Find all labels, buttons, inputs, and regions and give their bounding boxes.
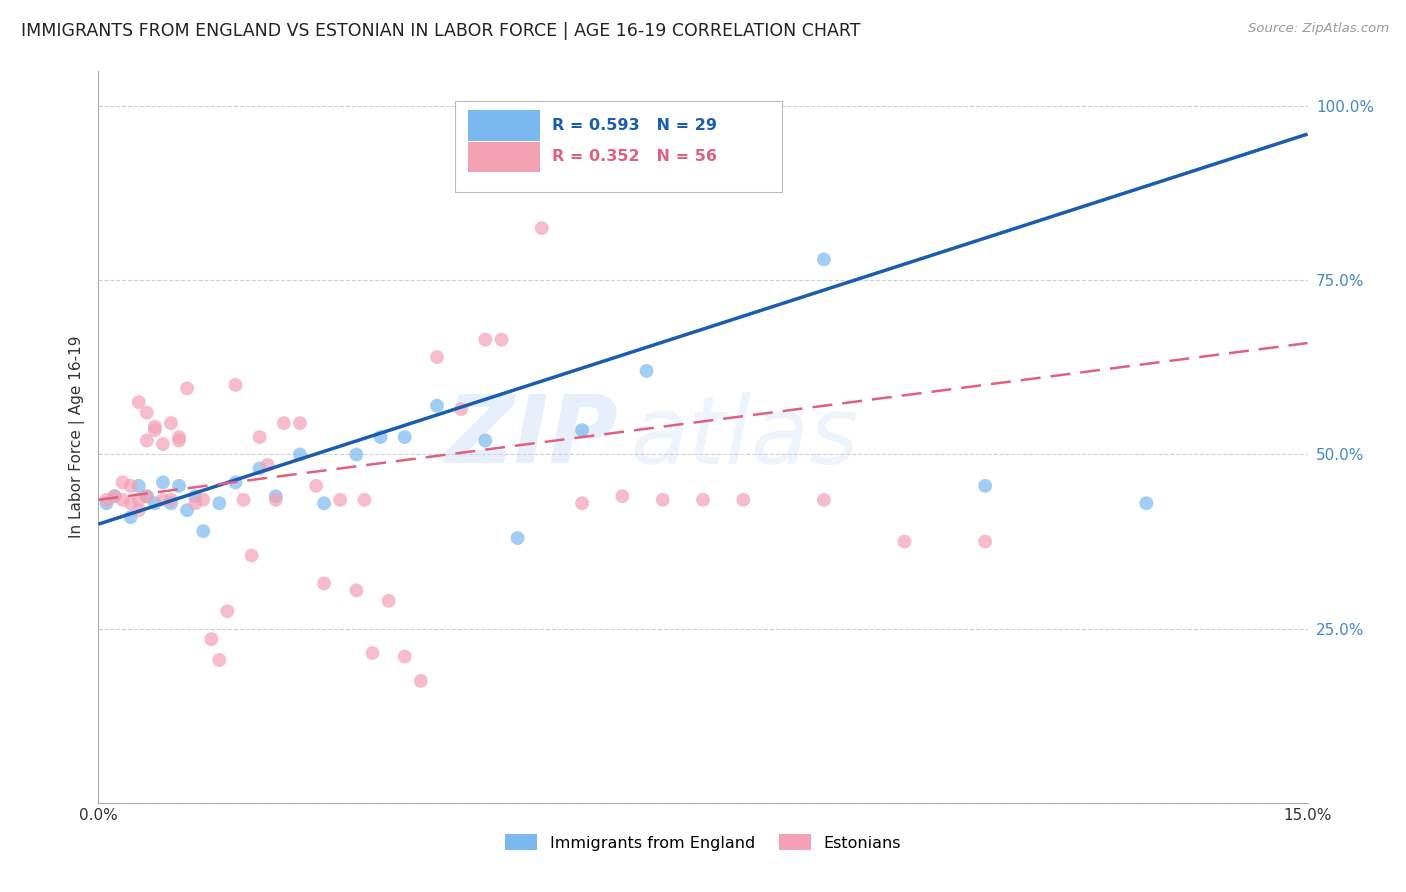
Point	[176, 381, 198, 395]
Point	[506, 531, 529, 545]
Point	[135, 489, 157, 503]
Text: R = 0.593   N = 29: R = 0.593 N = 29	[551, 118, 717, 133]
Point	[120, 496, 142, 510]
Point	[409, 673, 432, 688]
Point	[426, 399, 449, 413]
Point	[530, 221, 553, 235]
Point	[256, 458, 278, 472]
Point	[96, 496, 118, 510]
Point	[636, 364, 658, 378]
Y-axis label: In Labor Force | Age 16-19: In Labor Force | Age 16-19	[69, 335, 86, 539]
Point	[426, 350, 449, 364]
FancyBboxPatch shape	[456, 101, 782, 192]
Point	[96, 492, 118, 507]
Point	[264, 489, 287, 503]
Point	[208, 496, 231, 510]
Point	[128, 395, 150, 409]
Point	[813, 492, 835, 507]
Text: atlas: atlas	[630, 392, 859, 483]
Point	[249, 461, 271, 475]
Point	[273, 416, 295, 430]
Point	[893, 534, 915, 549]
Point	[184, 496, 207, 510]
Point	[394, 649, 416, 664]
Point	[571, 423, 593, 437]
Point	[193, 492, 215, 507]
Point	[344, 448, 367, 462]
Point	[152, 437, 174, 451]
Point	[224, 475, 246, 490]
Point	[184, 489, 207, 503]
Point	[314, 576, 336, 591]
Point	[491, 333, 513, 347]
Point	[813, 252, 835, 267]
Point	[128, 479, 150, 493]
Point	[692, 492, 714, 507]
Text: R = 0.352   N = 56: R = 0.352 N = 56	[551, 150, 717, 164]
Point	[240, 549, 263, 563]
Point	[128, 492, 150, 507]
Point	[474, 434, 496, 448]
Point	[135, 489, 157, 503]
Text: IMMIGRANTS FROM ENGLAND VS ESTONIAN IN LABOR FORCE | AGE 16-19 CORRELATION CHART: IMMIGRANTS FROM ENGLAND VS ESTONIAN IN L…	[21, 22, 860, 40]
Point	[353, 492, 375, 507]
Point	[167, 434, 190, 448]
Point	[128, 503, 150, 517]
Point	[974, 479, 997, 493]
Point	[361, 646, 384, 660]
Point	[264, 492, 287, 507]
Point	[200, 632, 222, 646]
Point	[612, 489, 634, 503]
Point	[344, 583, 367, 598]
Point	[160, 496, 183, 510]
Text: Source: ZipAtlas.com: Source: ZipAtlas.com	[1249, 22, 1389, 36]
Point	[143, 496, 166, 510]
Text: ZIP: ZIP	[446, 391, 619, 483]
Point	[152, 475, 174, 490]
Point	[450, 402, 472, 417]
Point	[120, 479, 142, 493]
Point	[143, 419, 166, 434]
Point	[111, 475, 134, 490]
Point	[474, 333, 496, 347]
Point	[152, 492, 174, 507]
Point	[651, 492, 673, 507]
Point	[288, 448, 311, 462]
Point	[167, 479, 190, 493]
Point	[571, 496, 593, 510]
Point	[314, 496, 336, 510]
Point	[135, 434, 157, 448]
FancyBboxPatch shape	[468, 110, 540, 141]
Point	[176, 503, 198, 517]
Point	[103, 489, 125, 503]
Point	[370, 430, 392, 444]
Point	[111, 492, 134, 507]
Point	[160, 416, 183, 430]
Point	[120, 510, 142, 524]
Point	[208, 653, 231, 667]
Point	[733, 492, 755, 507]
Point	[329, 492, 352, 507]
Point	[193, 524, 215, 538]
Point	[135, 406, 157, 420]
FancyBboxPatch shape	[468, 142, 540, 172]
Point	[288, 416, 311, 430]
Point	[305, 479, 328, 493]
Point	[377, 594, 399, 608]
Point	[232, 492, 254, 507]
Point	[143, 423, 166, 437]
Point	[217, 604, 239, 618]
Point	[167, 430, 190, 444]
Point	[103, 489, 125, 503]
Legend: Immigrants from England, Estonians: Immigrants from England, Estonians	[499, 828, 907, 857]
Point	[249, 430, 271, 444]
Point	[974, 534, 997, 549]
Point	[224, 377, 246, 392]
Point	[1135, 496, 1157, 510]
Point	[160, 492, 183, 507]
Point	[394, 430, 416, 444]
